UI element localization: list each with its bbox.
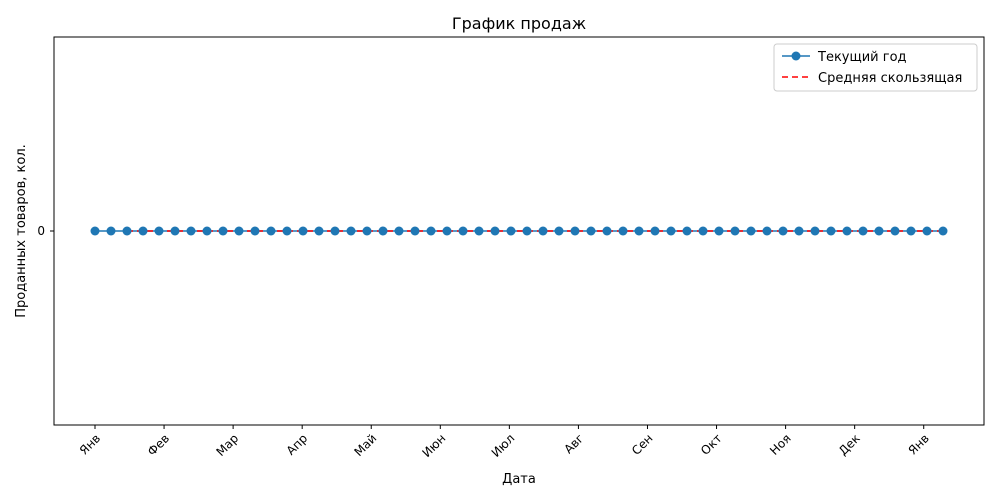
legend-label-series-1: Текущий год	[817, 50, 907, 65]
data-point-current-year	[330, 226, 340, 236]
data-point-current-year	[570, 226, 580, 236]
data-point-current-year	[314, 226, 324, 236]
data-point-current-year	[474, 226, 484, 236]
data-point-current-year	[874, 226, 884, 236]
data-point-current-year	[554, 226, 564, 236]
data-point-current-year	[810, 226, 820, 236]
legend: Текущий год Средняя скользящая	[773, 43, 978, 92]
data-point-current-year	[170, 226, 180, 236]
data-point-current-year	[826, 226, 836, 236]
data-point-current-year	[762, 226, 772, 236]
legend-frame	[773, 43, 978, 92]
data-point-current-year	[842, 226, 852, 236]
y-axis-ticks: 0	[37, 224, 54, 238]
data-point-current-year	[202, 226, 212, 236]
data-point-current-year	[346, 226, 356, 236]
data-point-current-year	[618, 226, 628, 236]
legend-marker-dot-series-1	[791, 51, 801, 61]
data-point-current-year	[506, 226, 516, 236]
data-point-current-year	[714, 226, 724, 236]
data-point-current-year	[362, 226, 372, 236]
data-point-current-year	[586, 226, 596, 236]
data-point-current-year	[890, 226, 900, 236]
chart-title: График продаж	[452, 14, 586, 33]
data-point-current-year	[698, 226, 708, 236]
data-point-current-year	[186, 226, 196, 236]
data-point-current-year	[858, 226, 868, 236]
data-point-current-year	[522, 226, 532, 236]
data-point-current-year	[682, 226, 692, 236]
data-point-current-year	[746, 226, 756, 236]
data-point-current-year	[538, 226, 548, 236]
data-point-current-year	[426, 226, 436, 236]
data-point-current-year	[106, 226, 116, 236]
data-point-current-year	[666, 226, 676, 236]
data-point-current-year	[154, 226, 164, 236]
data-point-current-year	[410, 226, 420, 236]
data-point-current-year	[378, 226, 388, 236]
series-layer	[90, 226, 948, 236]
data-point-current-year	[90, 226, 100, 236]
y-tick-label: 0	[37, 224, 45, 238]
y-axis-label: Проданных товаров, кол.	[14, 144, 29, 318]
data-point-current-year	[122, 226, 132, 236]
data-point-current-year	[458, 226, 468, 236]
x-axis-label: Дата	[502, 472, 536, 487]
data-point-current-year	[442, 226, 452, 236]
data-point-current-year	[138, 226, 148, 236]
data-point-current-year	[394, 226, 404, 236]
data-point-current-year	[266, 226, 276, 236]
data-point-current-year	[730, 226, 740, 236]
data-point-current-year	[938, 226, 948, 236]
data-point-current-year	[490, 226, 500, 236]
data-point-current-year	[250, 226, 260, 236]
data-point-current-year	[298, 226, 308, 236]
data-point-current-year	[234, 226, 244, 236]
legend-label-series-2: Средняя скользящая	[818, 71, 962, 86]
data-point-current-year	[650, 226, 660, 236]
data-point-current-year	[634, 226, 644, 236]
data-point-current-year	[218, 226, 228, 236]
data-point-current-year	[602, 226, 612, 236]
data-point-current-year	[778, 226, 788, 236]
data-point-current-year	[282, 226, 292, 236]
data-point-current-year	[794, 226, 804, 236]
plot-area-frame	[53, 36, 985, 426]
data-point-current-year	[906, 226, 916, 236]
data-point-current-year	[922, 226, 932, 236]
